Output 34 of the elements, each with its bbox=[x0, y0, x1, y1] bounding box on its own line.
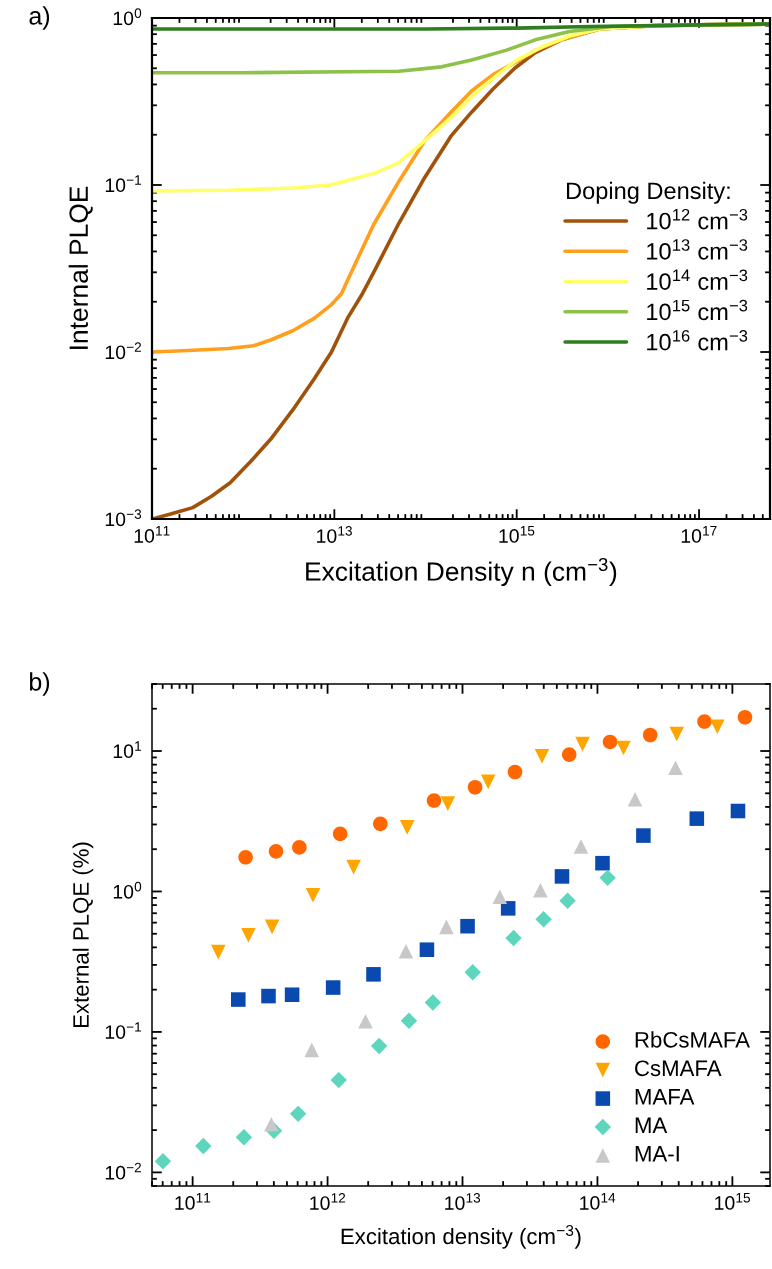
x-tick-label: 10$^{15}$ bbox=[499, 526, 535, 543]
legend-label: 10$^{16}$ cm$^{−3}$ bbox=[647, 329, 748, 351]
x-tick-label: 10$^{11}$ bbox=[175, 1193, 211, 1210]
legend-label: MA bbox=[635, 1117, 668, 1133]
y-tick-label: 10$^{−2}$ bbox=[105, 1162, 141, 1180]
x-tick-label: 10$^{12}$ bbox=[310, 1193, 346, 1210]
legend-label: 10$^{15}$ cm$^{−3}$ bbox=[647, 299, 748, 321]
y-tick-label: 10$^{−1}$ bbox=[105, 1022, 142, 1039]
x-tick-label: 10$^{14}$ bbox=[580, 1193, 616, 1210]
x-tick-label: 10$^{11}$ bbox=[134, 526, 170, 543]
legend-label: 10$^{13}$ cm$^{−3}$ bbox=[647, 239, 748, 260]
y-tick-label: 10$^{0}$ bbox=[113, 8, 142, 26]
x-axis-title: Excitation density (cm$^{−3}$) bbox=[341, 1224, 581, 1249]
y-axis-title: External PLQE (%) bbox=[72, 842, 94, 1028]
x-tick-label: 10$^{13}$ bbox=[445, 1193, 481, 1210]
y-axis-title: Internal PLQE bbox=[68, 186, 93, 349]
legend-label: MA-I bbox=[635, 1146, 679, 1162]
y-tick-label: 10$^{−2}$ bbox=[105, 342, 141, 360]
legend-label: 10$^{12}$ cm$^{−3}$ bbox=[647, 208, 748, 230]
y-tick-label: 10$^{−1}$ bbox=[105, 175, 142, 193]
legend-title: Doping Density: bbox=[566, 181, 730, 204]
text: a) bbox=[29, 6, 50, 30]
y-tick-label: 10$^{−3}$ bbox=[105, 509, 142, 527]
y-tick-label: 10$^{0}$ bbox=[113, 881, 142, 899]
text: b) bbox=[30, 672, 50, 696]
x-axis-title: Excitation Density n (cm$^{−3}$) bbox=[306, 557, 617, 587]
x-tick-label: 10$^{15}$ bbox=[715, 1193, 750, 1210]
legend-label: MAFA bbox=[635, 1089, 695, 1105]
x-tick-label: 10$^{17}$ bbox=[681, 526, 717, 543]
legend-label: CsMAFA bbox=[635, 1060, 722, 1077]
x-tick-label: 10$^{13}$ bbox=[317, 526, 352, 543]
legend-label: 10$^{14}$ cm$^{−3}$ bbox=[647, 269, 748, 290]
y-tick-label: 10$^{1}$ bbox=[113, 741, 142, 759]
legend-label: RbCsMAFA bbox=[635, 1031, 750, 1048]
